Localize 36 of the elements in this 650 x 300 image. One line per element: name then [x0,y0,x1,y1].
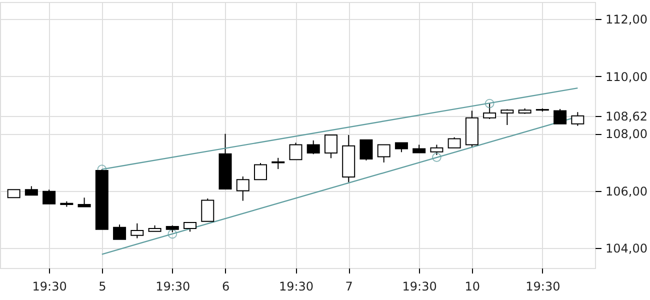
candlestick [377,144,390,163]
y-tick-label: 110,00 [606,70,648,84]
candlestick [130,222,144,239]
x-tick-label: 7 [345,280,353,294]
candlestick [500,108,514,126]
y-tick-label: 104,00 [606,241,648,256]
x-tick-label: 19:30 [402,280,437,294]
candlestick [324,134,338,159]
candlestick [78,197,91,208]
x-tick-label: 10 [464,280,480,294]
candlestick [254,162,267,180]
point [432,152,442,162]
x-tick-label: 5 [98,280,106,294]
x-tick-label: 19:30 [156,280,190,294]
candlestick [289,142,302,160]
candlestick [448,136,461,148]
point [484,98,494,108]
y-tick-label: 108,00 [606,127,648,142]
candlestick [360,139,373,161]
candlestick [236,176,250,202]
y-tick-label: 112,00 [606,12,648,27]
point [168,229,178,239]
y-tick-label: 108,62 [606,109,648,124]
x-tick-label: 6 [222,280,230,294]
candlestick [306,140,320,155]
x-tick-label: 19:30 [278,280,314,294]
candlestick [201,198,214,222]
candlestick [394,142,408,153]
candlestick [42,189,56,204]
candlestick [554,108,567,124]
candlestick [113,224,126,240]
candlestick [184,222,197,232]
candlestick [571,112,584,126]
y-tick-label: 106,00 [606,184,648,198]
x-tick-label: 19:30 [32,280,67,294]
x-tick-label: 19:30 [526,280,560,294]
